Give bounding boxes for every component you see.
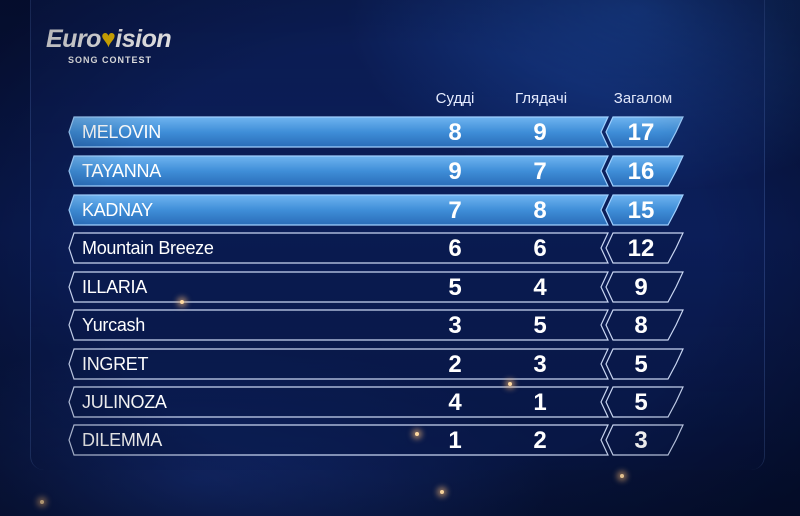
- total-score: 5: [634, 389, 648, 416]
- judges-score: 5: [448, 274, 462, 301]
- row-total-cell: [605, 309, 684, 341]
- viewers-score: 5: [533, 312, 547, 339]
- viewers-score: 9: [533, 119, 547, 146]
- participant-name: Mountain Breeze: [82, 238, 214, 258]
- heart-icon: ♥: [100, 25, 116, 53]
- total-score: 3: [634, 427, 648, 454]
- row-total-cell: [605, 194, 684, 226]
- column-header-viewers: Глядачі: [514, 90, 568, 107]
- total-score: 12: [627, 235, 655, 262]
- row-shape: [68, 232, 684, 264]
- row-main-bar: [68, 271, 609, 303]
- row-main-bar: [68, 386, 609, 418]
- column-header-total: Загалом: [613, 90, 673, 107]
- row-total-cell: [605, 116, 684, 148]
- judges-score: 2: [448, 351, 462, 378]
- viewers-score: 6: [533, 235, 547, 262]
- row-shape: [68, 116, 684, 148]
- table-row: DILEMMA 1 2 3: [68, 424, 686, 456]
- row-total-cell: [605, 232, 684, 264]
- row-total-cell: [605, 271, 684, 303]
- row-shape: [68, 348, 684, 380]
- viewers-score: 7: [533, 158, 547, 185]
- viewers-score: 2: [533, 427, 547, 454]
- sparkle-decoration: [620, 474, 624, 478]
- sparkle-decoration: [508, 382, 512, 386]
- row-shape: [68, 386, 684, 418]
- table-row: Yurcash 3 5 8: [68, 309, 686, 341]
- judges-score: 6: [448, 235, 462, 262]
- total-score: 17: [627, 119, 655, 146]
- row-main-bar: [68, 424, 609, 456]
- sparkle-decoration: [415, 432, 419, 436]
- total-score: 16: [627, 158, 655, 185]
- row-main-bar: [68, 309, 609, 341]
- column-header-judges: Судді: [435, 90, 475, 107]
- row-total-cell: [605, 424, 684, 456]
- eurovision-logo: Euro♥ision SONG CONTEST: [46, 26, 186, 72]
- row-shape: [68, 155, 684, 187]
- participant-name: TAYANNA: [82, 161, 161, 181]
- viewers-score: 1: [533, 389, 547, 416]
- total-score: 8: [634, 312, 648, 339]
- row-shape: [68, 194, 684, 226]
- table-row: JULINOZA 4 1 5: [68, 386, 686, 418]
- participant-name: KADNAY: [82, 200, 153, 220]
- table-row: ILLARIA 5 4 9: [68, 271, 686, 303]
- total-score: 5: [634, 351, 648, 378]
- row-total-cell: [605, 155, 684, 187]
- table-row: KADNAY 7 8 15: [68, 194, 686, 226]
- total-score: 15: [627, 197, 655, 224]
- judges-score: 4: [448, 389, 462, 416]
- row-main-bar: [68, 155, 609, 187]
- judges-score: 8: [448, 119, 462, 146]
- sparkle-decoration: [180, 300, 184, 304]
- table-row: MELOVIN 8 9 17: [68, 116, 686, 148]
- row-shape: [68, 309, 684, 341]
- judges-score: 1: [448, 427, 462, 454]
- table-row: TAYANNA 9 7 16: [68, 155, 686, 187]
- participant-name: ILLARIA: [82, 277, 147, 297]
- row-total-cell: [605, 348, 684, 380]
- row-shape: [68, 424, 684, 456]
- row-main-bar: [68, 116, 609, 148]
- participant-name: JULINOZA: [82, 392, 167, 412]
- participant-name: DILEMMA: [82, 430, 162, 450]
- row-shape: [68, 271, 684, 303]
- row-main-bar: [68, 348, 609, 380]
- sparkle-decoration: [440, 490, 444, 494]
- total-score: 9: [634, 274, 648, 301]
- logo-wordmark: Euro♥ision: [46, 25, 172, 53]
- sparkle-decoration: [40, 500, 44, 504]
- viewers-score: 3: [533, 351, 547, 378]
- row-total-cell: [605, 386, 684, 418]
- row-main-bar: [68, 194, 609, 226]
- participant-name: INGRET: [82, 354, 149, 374]
- table-row: Mountain Breeze 6 6 12: [68, 232, 686, 264]
- participant-name: Yurcash: [82, 315, 145, 335]
- logo-subtitle: SONG CONTEST: [68, 55, 153, 65]
- judges-score: 9: [448, 158, 462, 185]
- table-row: INGRET 2 3 5: [68, 348, 686, 380]
- row-main-bar: [68, 232, 609, 264]
- viewers-score: 4: [533, 274, 547, 301]
- judges-score: 7: [448, 197, 462, 224]
- viewers-score: 8: [533, 197, 547, 224]
- participant-name: MELOVIN: [82, 122, 161, 142]
- judges-score: 3: [448, 312, 462, 339]
